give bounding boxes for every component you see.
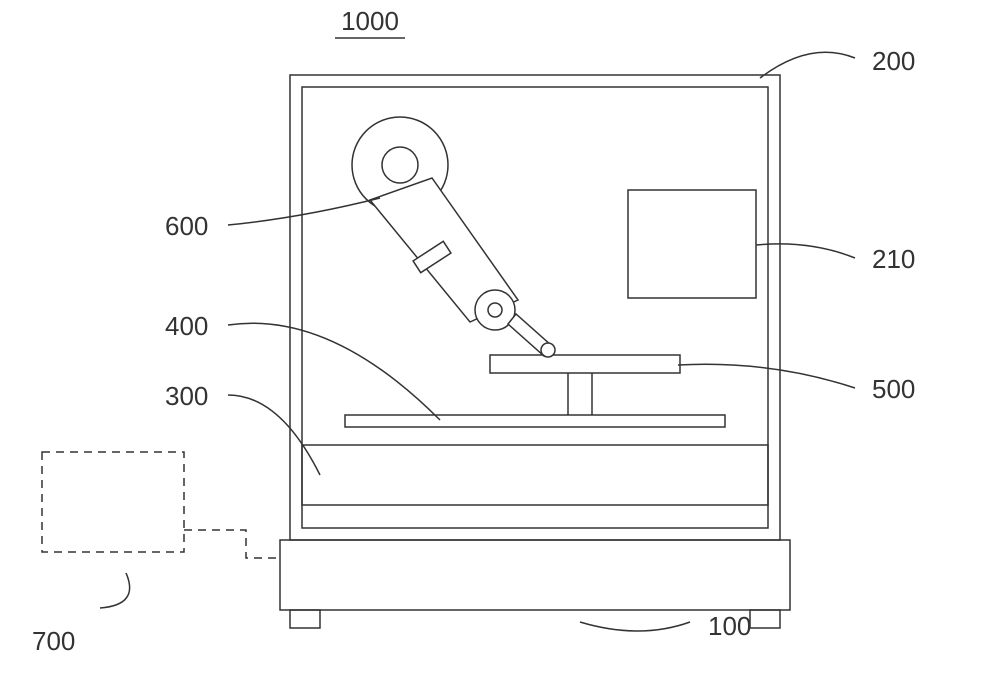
leader-100 <box>580 622 690 631</box>
arm-elbow-inner <box>488 303 502 317</box>
leader-500 <box>678 364 855 388</box>
tray-upper <box>345 415 725 427</box>
label-100: 100 <box>708 611 751 641</box>
leader-200 <box>760 52 855 78</box>
display-panel <box>628 190 756 298</box>
leader-400 <box>228 323 440 420</box>
arm-base-inner <box>382 147 418 183</box>
external-connector <box>184 530 280 558</box>
tray-lower <box>302 445 768 505</box>
foot-right <box>750 610 780 628</box>
machine-base <box>280 540 790 610</box>
arm-tip <box>541 343 555 357</box>
label-500: 500 <box>872 374 915 404</box>
label-200: 200 <box>872 46 915 76</box>
foot-left <box>290 610 320 628</box>
label-300: 300 <box>165 381 208 411</box>
title-label: 1000 <box>341 6 399 36</box>
leader-210 <box>756 244 855 258</box>
label-210: 210 <box>872 244 915 274</box>
diagram-canvas: 1000 200 210 500 100 600 400 <box>0 0 1000 689</box>
label-600: 600 <box>165 211 208 241</box>
label-700: 700 <box>32 626 75 656</box>
external-box <box>42 452 184 552</box>
leader-300 <box>228 395 320 475</box>
leader-600 <box>228 198 380 225</box>
label-400: 400 <box>165 311 208 341</box>
platform <box>490 355 680 373</box>
leader-700 <box>100 573 130 608</box>
